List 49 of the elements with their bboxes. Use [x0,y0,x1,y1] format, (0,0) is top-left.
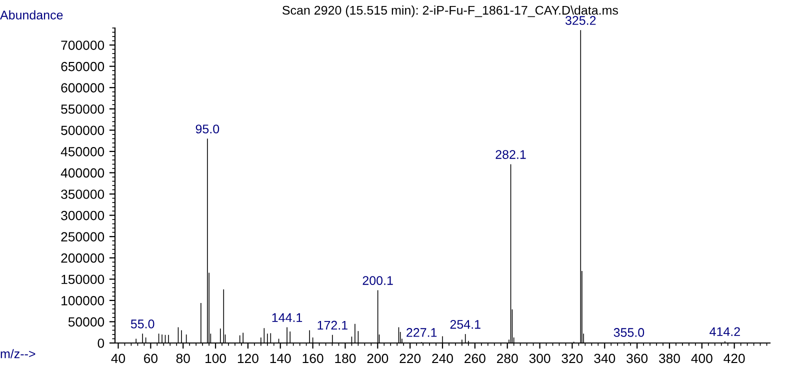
y-tick-label: 600000 [61,83,104,93]
y-tick-label: 150000 [62,274,104,284]
x-tick-label: 420 [724,354,745,364]
y-tick-label: 650000 [61,62,104,72]
x-tick-label: 300 [529,354,550,364]
annotation: 144.1 [272,313,302,322]
y-tick-label: 550000 [61,104,104,114]
x-tick-label: 260 [464,354,486,364]
x-tick-label: 160 [302,354,324,364]
annotation: 55.0 [130,320,154,328]
chart-title: Scan 2920 (15.515 min): 2-iP-Fu-F_1861-17_CAY.D\data.ms [282,6,618,18]
annotation: 95.0 [196,124,220,134]
y-tick-label: 300000 [61,210,104,220]
x-tick-label: 80 [176,354,190,364]
x-tick-label: 340 [594,354,616,364]
x-tick-label: 140 [270,354,291,364]
y-tick-label: 250000 [61,232,104,242]
x-tick-label: 220 [400,354,421,364]
annotation: 254.1 [450,320,480,329]
annotation: 172.1 [318,320,348,330]
x-tick-label: 120 [238,354,258,364]
y-tick-label: 100000 [62,296,104,306]
y-tick-label: 200000 [61,253,104,263]
x-axis-title: m/z--> [0,349,36,358]
x-tick-label: 100 [206,354,226,364]
y-tick-label: 700000 [61,40,104,50]
x-tick-label: 40 [111,354,126,364]
y-tick-label: 400000 [60,168,104,178]
annotation: 200.1 [362,276,393,285]
x-tick-label: 360 [626,354,648,364]
annotation: 227.1 [406,328,437,337]
x-tick-label: 60 [144,354,158,364]
y-tick-label: 50000 [68,317,104,327]
x-tick-label: 280 [497,354,518,364]
x-tick-label: 180 [335,354,356,364]
y-axis-title: Abundance [0,10,63,20]
y-tick-label: 0 [98,338,104,348]
y-tick-label: 500000 [61,126,104,136]
annotation: 282.1 [496,150,526,159]
x-tick-label: 240 [432,354,453,364]
annotation: 414.2 [710,327,740,336]
annotation: 355.0 [614,328,644,337]
annotation: 325.2 [565,16,596,25]
y-tick-label: 450000 [60,147,104,156]
y-tick-label: 350000 [61,190,104,199]
x-tick-label: 200 [367,354,388,364]
x-tick-label: 400 [691,354,712,364]
x-tick-label: 320 [562,354,583,364]
x-tick-label: 380 [658,354,680,364]
